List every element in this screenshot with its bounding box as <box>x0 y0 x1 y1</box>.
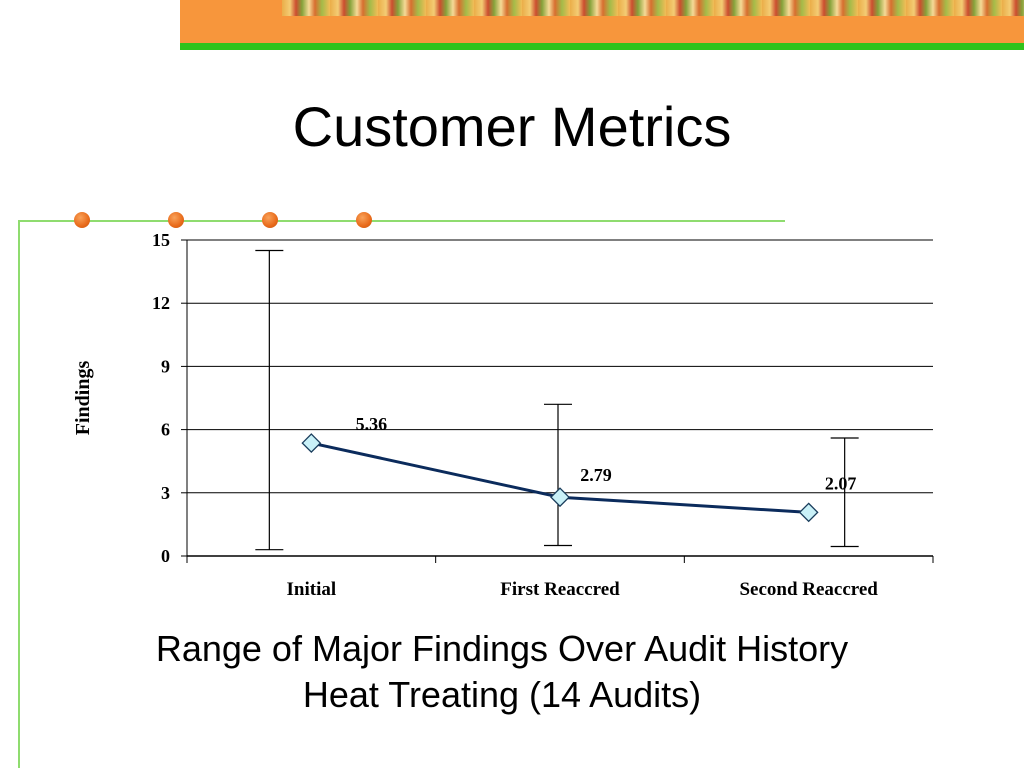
frame-top-line <box>18 220 785 222</box>
data-label: 2.07 <box>825 473 857 493</box>
error-bar-layer <box>255 249 859 551</box>
bullet-dot-1 <box>74 212 90 228</box>
y-tick-label: 12 <box>152 293 170 313</box>
chart-caption-line2: Heat Treating (14 Audits) <box>302 674 702 715</box>
data-label: 2.79 <box>580 465 612 485</box>
bullet-dot-4 <box>356 212 372 228</box>
bullet-dot-3 <box>262 212 278 228</box>
label-layer: 5.36 2.79 2.07 <box>356 414 857 493</box>
banner-green-stripe <box>180 43 1024 50</box>
y-tick-label: 9 <box>161 356 170 376</box>
data-label: 5.36 <box>356 414 388 434</box>
y-tick-label: 0 <box>161 546 170 566</box>
frame-left-line <box>18 220 20 768</box>
grid-layer <box>187 239 933 557</box>
axis-layer: 0 3 6 9 12 15 Initial First Reaccred Second Reac… <box>152 230 934 600</box>
series-layer <box>301 433 819 523</box>
y-axis-label: Findings <box>72 361 94 436</box>
data-point-marker <box>550 487 570 508</box>
y-tick-label: 3 <box>161 483 170 503</box>
chart-caption-line1: Range of Major Findings Over Audit Histo… <box>155 628 849 669</box>
bullet-dot-2 <box>168 212 184 228</box>
floral-banner-image <box>282 0 1024 16</box>
data-point-marker <box>798 502 819 523</box>
y-tick-label: 6 <box>161 420 170 440</box>
x-tick-label: First Reaccred <box>500 579 620 600</box>
x-tick-label: Second Reaccred <box>739 579 878 600</box>
data-point-marker <box>301 433 322 454</box>
y-tick-label: 15 <box>152 230 170 250</box>
x-tick-label: Initial <box>287 579 337 600</box>
slide-title: Customer Metrics <box>292 95 732 158</box>
